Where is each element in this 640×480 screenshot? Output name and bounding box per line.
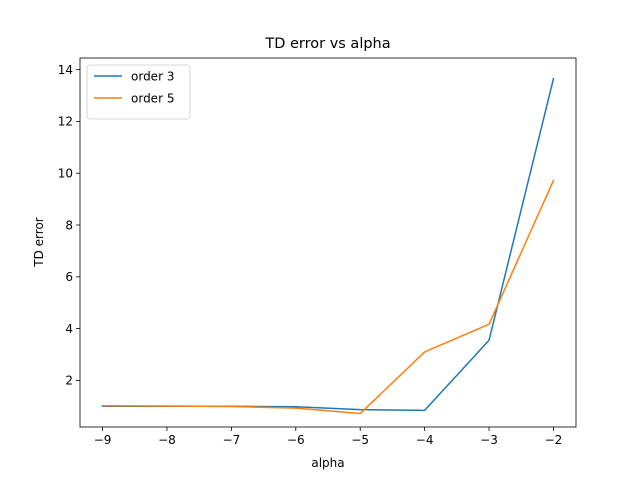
y-tick-label: 12 (58, 115, 73, 129)
y-tick-label: 2 (65, 374, 73, 388)
y-tick-label: 14 (58, 63, 73, 77)
x-tick-label: −7 (223, 433, 241, 447)
legend-label-1: order 3 (131, 69, 174, 83)
plot-area: −9 −8 −7 −6 −5 −4 −3 −2 2 4 6 8 10 12 14 (58, 57, 577, 447)
y-tick-label: 10 (58, 167, 73, 181)
x-tick-label: −4 (416, 433, 434, 447)
plot-frame (79, 57, 577, 428)
x-tick-label: −6 (287, 433, 305, 447)
x-tick-label: −3 (480, 433, 498, 447)
x-tick-label: −8 (158, 433, 176, 447)
legend: order 3 order 5 (86, 64, 191, 120)
x-tick-label: −9 (94, 433, 112, 447)
legend-label-2: order 5 (131, 91, 174, 105)
x-tick-label: −2 (545, 433, 563, 447)
x-axis-label: alpha (311, 456, 344, 470)
chart-title: TD error vs alpha (264, 36, 390, 52)
series-line-2 (101, 179, 555, 415)
x-tick-label: −5 (351, 433, 369, 447)
y-tick-label: 4 (65, 322, 73, 336)
y-tick-label: 8 (65, 218, 73, 232)
y-tick-label: 6 (65, 270, 73, 284)
y-axis-label: TD error (32, 217, 46, 268)
legend-frame (86, 64, 191, 120)
